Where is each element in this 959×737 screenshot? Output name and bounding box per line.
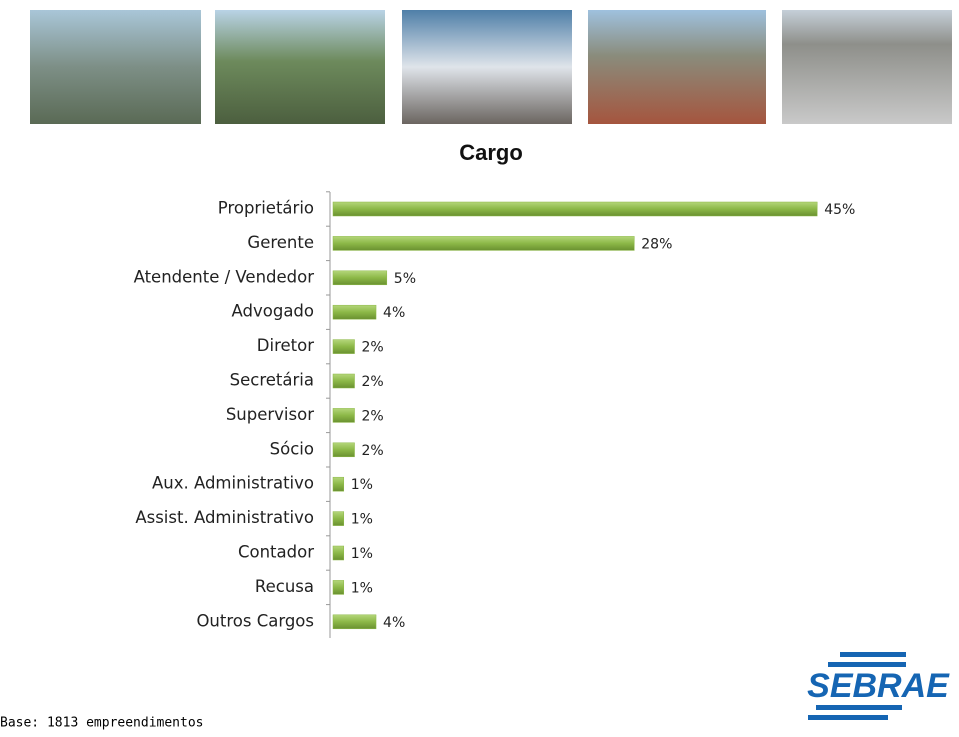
bar — [332, 408, 355, 423]
category-label: Atendente / Vendedor — [134, 267, 315, 286]
bar — [332, 339, 355, 354]
photo — [588, 10, 766, 124]
value-label: 1% — [351, 546, 373, 562]
value-label: 1% — [351, 580, 373, 596]
bar — [332, 511, 345, 526]
bar — [332, 545, 345, 561]
category-label: Proprietário — [218, 199, 314, 218]
photo — [30, 10, 201, 124]
value-label: 2% — [362, 408, 384, 424]
photo — [402, 10, 572, 124]
category-label: Contador — [238, 543, 314, 562]
bar — [332, 442, 355, 458]
value-label: 4% — [383, 615, 405, 631]
bar — [332, 236, 635, 251]
value-label: 4% — [383, 305, 405, 321]
value-label: 2% — [362, 443, 384, 459]
bar — [332, 201, 818, 217]
category-label: Secretária — [230, 371, 314, 390]
category-label: Recusa — [255, 577, 314, 596]
category-label: Gerente — [247, 233, 314, 252]
category-label: Diretor — [257, 336, 314, 355]
bar — [332, 373, 355, 389]
value-label: 2% — [362, 374, 384, 390]
logo-text: SEBRAE — [807, 667, 950, 705]
category-label: Outros Cargos — [196, 611, 314, 630]
bar — [332, 270, 388, 286]
bar — [332, 476, 345, 492]
value-label: 1% — [351, 477, 373, 493]
category-label: Sócio — [270, 439, 314, 458]
photo — [215, 10, 385, 124]
category-label: Advogado — [232, 302, 314, 321]
value-label: 1% — [351, 512, 373, 528]
chart-title: Cargo — [459, 140, 523, 165]
category-label: Assist. Administrativo — [135, 508, 314, 527]
bar — [332, 614, 377, 630]
category-label: Supervisor — [226, 405, 314, 424]
value-label: 5% — [394, 271, 416, 287]
category-label: Aux. Administrativo — [152, 474, 314, 493]
bar — [332, 580, 345, 595]
photo — [782, 10, 952, 124]
value-label: 2% — [362, 340, 384, 356]
logo: SEBRAE — [807, 652, 950, 720]
value-label: 45% — [824, 202, 855, 218]
bar — [332, 304, 377, 320]
value-label: 28% — [641, 236, 672, 252]
footnote: Base: 1813 empreendimentos — [0, 716, 204, 731]
